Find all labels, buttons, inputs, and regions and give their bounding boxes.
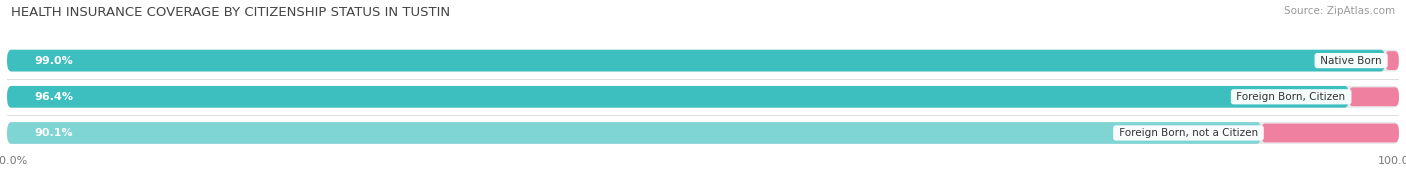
FancyBboxPatch shape [7,86,1399,108]
Text: Source: ZipAtlas.com: Source: ZipAtlas.com [1284,6,1395,16]
Text: Native Born: Native Born [1317,56,1385,66]
FancyBboxPatch shape [1348,87,1399,106]
FancyBboxPatch shape [7,50,1399,72]
Text: 96.4%: 96.4% [35,92,75,102]
FancyBboxPatch shape [1261,123,1399,142]
Text: Foreign Born, not a Citizen: Foreign Born, not a Citizen [1116,128,1261,138]
FancyBboxPatch shape [1385,51,1399,70]
Text: HEALTH INSURANCE COVERAGE BY CITIZENSHIP STATUS IN TUSTIN: HEALTH INSURANCE COVERAGE BY CITIZENSHIP… [11,6,450,19]
FancyBboxPatch shape [7,86,1348,108]
FancyBboxPatch shape [7,122,1261,144]
Text: 90.1%: 90.1% [35,128,73,138]
FancyBboxPatch shape [7,122,1399,144]
Text: Foreign Born, Citizen: Foreign Born, Citizen [1233,92,1348,102]
FancyBboxPatch shape [7,50,1385,72]
Text: 99.0%: 99.0% [35,56,73,66]
